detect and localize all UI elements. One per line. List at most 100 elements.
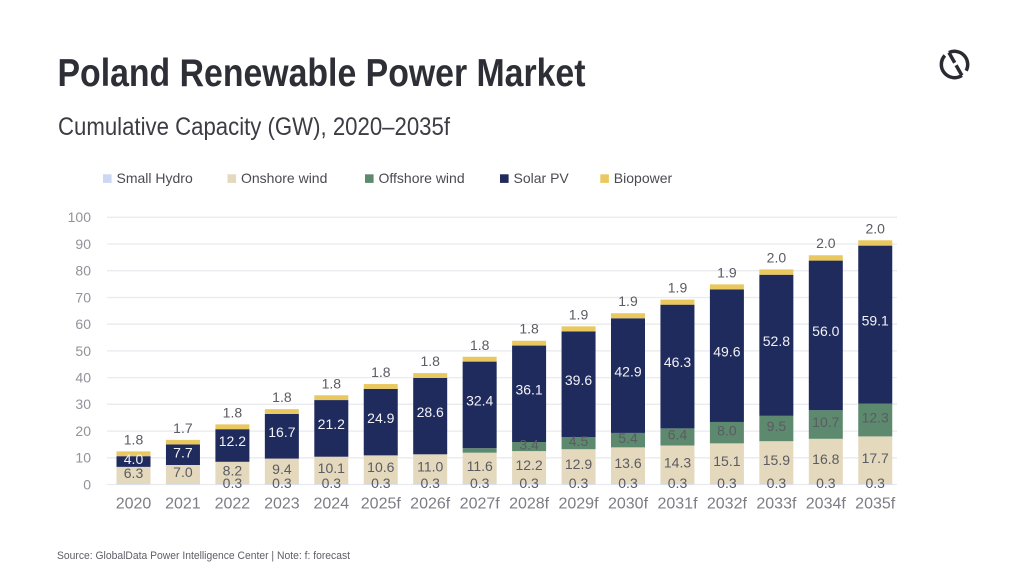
svg-text:2023: 2023 xyxy=(264,496,300,513)
svg-text:2028f: 2028f xyxy=(509,496,550,513)
svg-text:36.1: 36.1 xyxy=(515,382,542,398)
svg-text:2035f: 2035f xyxy=(855,496,896,513)
svg-text:12.3: 12.3 xyxy=(862,410,889,426)
svg-text:Poland Renewable Power Market: Poland Renewable Power Market xyxy=(58,52,586,95)
svg-text:2022: 2022 xyxy=(215,496,251,513)
svg-text:2024: 2024 xyxy=(314,496,350,513)
svg-text:6.3: 6.3 xyxy=(124,465,144,481)
svg-text:42.9: 42.9 xyxy=(614,363,641,379)
svg-text:1.8: 1.8 xyxy=(322,375,342,391)
svg-text:10.6: 10.6 xyxy=(367,459,394,475)
svg-text:13.6: 13.6 xyxy=(614,455,641,471)
svg-text:17.7: 17.7 xyxy=(862,450,889,466)
svg-text:0.3: 0.3 xyxy=(272,475,292,491)
svg-text:5.4: 5.4 xyxy=(618,430,638,446)
svg-text:56.0: 56.0 xyxy=(812,323,839,339)
svg-text:0.3: 0.3 xyxy=(569,475,589,491)
svg-text:4.5: 4.5 xyxy=(569,433,589,449)
svg-text:1.8: 1.8 xyxy=(519,321,539,337)
svg-text:1.8: 1.8 xyxy=(371,364,391,380)
svg-text:20: 20 xyxy=(75,423,91,439)
svg-text:2026f: 2026f xyxy=(410,496,451,513)
svg-text:1.7: 1.7 xyxy=(173,420,193,436)
svg-text:2.0: 2.0 xyxy=(767,249,787,265)
svg-text:24.9: 24.9 xyxy=(367,410,394,426)
svg-text:0: 0 xyxy=(83,476,91,492)
svg-text:11.6: 11.6 xyxy=(467,458,493,474)
svg-text:16.7: 16.7 xyxy=(268,424,295,440)
svg-text:0.3: 0.3 xyxy=(865,475,885,491)
svg-text:1.9: 1.9 xyxy=(618,293,638,309)
svg-text:2.0: 2.0 xyxy=(816,235,836,251)
svg-text:2029f: 2029f xyxy=(558,496,599,513)
svg-text:0.3: 0.3 xyxy=(322,475,342,491)
svg-text:32.4: 32.4 xyxy=(466,393,493,409)
svg-text:2030f: 2030f xyxy=(608,496,649,513)
svg-text:0.3: 0.3 xyxy=(767,475,787,491)
svg-text:7.0: 7.0 xyxy=(173,464,193,480)
svg-text:1.8: 1.8 xyxy=(470,337,490,353)
svg-text:0.3: 0.3 xyxy=(470,475,490,491)
svg-text:2020: 2020 xyxy=(116,496,152,513)
svg-text:12.9: 12.9 xyxy=(565,456,592,472)
svg-text:70: 70 xyxy=(75,289,91,305)
svg-text:15.1: 15.1 xyxy=(713,453,740,469)
svg-text:30: 30 xyxy=(75,396,91,412)
svg-text:2032f: 2032f xyxy=(707,496,748,513)
svg-text:100: 100 xyxy=(68,209,92,225)
svg-text:0.3: 0.3 xyxy=(816,475,836,491)
svg-text:1.8: 1.8 xyxy=(223,404,243,420)
svg-text:46.3: 46.3 xyxy=(664,354,691,370)
svg-text:6.4: 6.4 xyxy=(668,427,688,443)
svg-text:8.2: 8.2 xyxy=(223,462,243,478)
svg-text:8.0: 8.0 xyxy=(717,422,737,438)
svg-text:Onshore wind: Onshore wind xyxy=(241,170,327,186)
svg-text:2031f: 2031f xyxy=(657,496,698,513)
svg-text:9.4: 9.4 xyxy=(272,461,292,477)
svg-text:12.2: 12.2 xyxy=(219,433,246,449)
svg-text:15.9: 15.9 xyxy=(763,452,790,468)
svg-text:2034f: 2034f xyxy=(806,496,847,513)
svg-text:9.5: 9.5 xyxy=(767,418,787,434)
svg-text:0.3: 0.3 xyxy=(420,475,440,491)
svg-text:3.4: 3.4 xyxy=(519,436,539,452)
svg-text:0.3: 0.3 xyxy=(618,475,638,491)
svg-text:11.0: 11.0 xyxy=(417,459,443,475)
svg-text:0.3: 0.3 xyxy=(223,475,243,491)
svg-text:14.3: 14.3 xyxy=(664,454,691,470)
svg-text:2027f: 2027f xyxy=(460,496,501,513)
svg-text:0.3: 0.3 xyxy=(519,475,539,491)
svg-text:10.1: 10.1 xyxy=(318,460,345,476)
svg-text:0.3: 0.3 xyxy=(717,475,737,491)
svg-text:2021: 2021 xyxy=(165,496,201,513)
svg-text:50: 50 xyxy=(75,343,91,359)
svg-text:Biopower: Biopower xyxy=(614,170,673,186)
svg-text:60: 60 xyxy=(75,316,91,332)
svg-text:28.6: 28.6 xyxy=(417,404,444,420)
svg-text:0.3: 0.3 xyxy=(668,475,688,491)
svg-text:2033f: 2033f xyxy=(756,496,797,513)
svg-text:4.0: 4.0 xyxy=(124,451,144,467)
svg-text:Source: GlobalData Power Intel: Source: GlobalData Power Intelligence Ce… xyxy=(57,550,350,562)
svg-text:40: 40 xyxy=(75,370,91,386)
svg-text:1.9: 1.9 xyxy=(717,264,737,280)
svg-text:16.8: 16.8 xyxy=(812,451,839,467)
svg-text:21.2: 21.2 xyxy=(318,416,345,432)
svg-text:1.8: 1.8 xyxy=(124,431,144,447)
svg-text:1.9: 1.9 xyxy=(668,280,688,296)
svg-text:10.7: 10.7 xyxy=(812,414,839,430)
svg-text:2025f: 2025f xyxy=(361,496,402,513)
svg-text:39.6: 39.6 xyxy=(565,372,592,388)
svg-text:Cumulative Capacity (GW), 2020: Cumulative Capacity (GW), 2020–2035f xyxy=(58,113,450,141)
svg-text:90: 90 xyxy=(75,236,91,252)
svg-text:49.6: 49.6 xyxy=(713,343,740,359)
svg-text:12.2: 12.2 xyxy=(515,457,542,473)
svg-text:80: 80 xyxy=(75,263,91,279)
svg-text:Small Hydro: Small Hydro xyxy=(117,170,193,186)
svg-text:Solar PV: Solar PV xyxy=(514,170,570,186)
svg-text:2.0: 2.0 xyxy=(865,220,885,236)
svg-text:52.8: 52.8 xyxy=(763,333,790,349)
svg-text:7.7: 7.7 xyxy=(173,444,193,460)
svg-text:1.9: 1.9 xyxy=(569,306,589,322)
svg-text:Offshore wind: Offshore wind xyxy=(379,170,465,186)
